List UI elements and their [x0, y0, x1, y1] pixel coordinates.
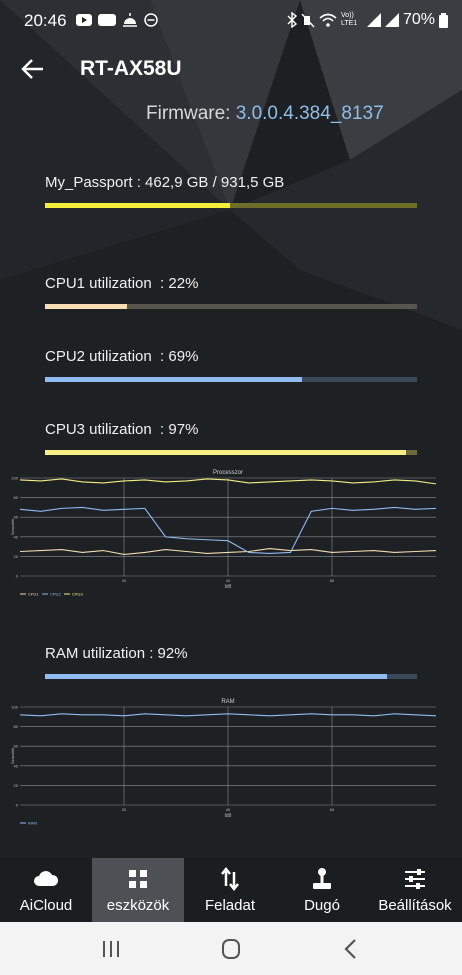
y-axis-label: Százalék: [10, 748, 15, 764]
processor-chart: Processzor 0 20 40 60 80 100 20 40 60 Idő Százalék C…: [10, 466, 452, 600]
y-tick-label: 0: [16, 574, 19, 579]
wifi-icon: [319, 13, 337, 27]
app-bar: RT-AX58U: [0, 50, 462, 90]
cpu2-bar-fill: [45, 377, 302, 382]
tab-dugo-label: Dugó: [304, 897, 340, 914]
legend-label: CPU3: [72, 592, 83, 597]
signal-icon: [366, 13, 381, 27]
chart-title: Processzor: [213, 470, 243, 476]
page-title: RT-AX58U: [80, 57, 182, 80]
y-tick-label: 100: [11, 705, 18, 710]
ram-metric: RAM utilization : 92%: [45, 645, 417, 679]
cpu1-bar-fill: [45, 304, 127, 309]
grid-icon: [129, 870, 147, 888]
legend-label: CPU1: [28, 592, 39, 597]
tab-eszkozok[interactable]: eszközök: [92, 858, 184, 922]
status-time: 20:46: [24, 11, 67, 30]
tab-feladat-label: Feladat: [204, 897, 256, 914]
y-tick-label: 20: [14, 783, 19, 788]
transfer-arrows-icon: [221, 866, 239, 892]
x-tick-label: 60: [330, 807, 335, 812]
series-line-ram: [19, 713, 437, 717]
y-axis-label: Százalék: [10, 519, 15, 535]
processor-chart-svg: Processzor 0 20 40 60 80 100 20 40 60 Idő Százalék C…: [10, 470, 437, 597]
tab-beallitasok[interactable]: Beállítások: [368, 858, 462, 922]
cloud-icon: [34, 871, 59, 886]
back-arrow-icon[interactable]: [20, 56, 46, 82]
y-tick-label: 40: [14, 763, 19, 768]
x-axis-label: Idő: [225, 813, 232, 819]
legend-label: RAM: [28, 821, 37, 826]
cpu1-label: CPU1 utilization : 22%: [45, 275, 199, 292]
tab-dugo[interactable]: Dugó: [276, 858, 368, 922]
signal-icon: [384, 13, 399, 27]
bottom-tab-bar: AiCloud eszközök Feladat Dugó Beállításo…: [0, 858, 462, 922]
legend-label: CPU2: [50, 592, 61, 597]
cpu3-metric: CPU3 utilization : 97%: [45, 421, 417, 455]
ram-bar: [45, 674, 417, 679]
firmware-version: 3.0.0.4.384_8137: [235, 103, 384, 124]
firmware-label: Firmware:: [146, 103, 236, 124]
joystick-icon: [313, 868, 331, 889]
x-tick-label: 40: [226, 578, 231, 583]
status-bar: 20:46 Vo)) LTE1 70%: [0, 0, 462, 42]
y-tick-label: 60: [14, 744, 19, 749]
cpu1-metric: CPU1 utilization : 22%: [45, 275, 417, 309]
y-tick-label: 80: [14, 724, 19, 729]
x-tick-label: 20: [122, 578, 127, 583]
ram-chart-svg: RAM 0 20 40 60 80 100 20 40 60 Idő Százalék RAM: [10, 699, 437, 826]
ram-label: RAM utilization : 92%: [45, 645, 188, 662]
chart-title: RAM: [221, 699, 234, 705]
series-line-cpu2: [19, 506, 437, 555]
storage-bar-fill: [45, 203, 230, 208]
tab-eszkozok-label: eszközök: [106, 897, 170, 914]
firmware-info: Firmware: 3.0.0.4.384_8137: [146, 103, 384, 125]
back-icon[interactable]: [336, 936, 366, 962]
cpu3-bar: [45, 450, 417, 455]
cpu2-label: CPU2 utilization : 69%: [45, 348, 199, 365]
sunrise-icon: [123, 13, 137, 27]
cpu2-bar: [45, 377, 417, 382]
mute-icon: [301, 13, 315, 28]
series-line-cpu1: [19, 548, 437, 555]
y-tick-label: 100: [11, 476, 18, 481]
cpu1-bar: [45, 304, 417, 309]
storage-metric: My_Passport : 462,9 GB / 931,5 GB: [45, 174, 417, 208]
x-tick-label: 20: [122, 807, 127, 812]
ram-bar-fill: [45, 674, 388, 679]
sliders-icon: [405, 869, 425, 889]
x-axis-label: Idő: [225, 584, 232, 590]
weather-icon: [98, 14, 116, 26]
youtube-icon: [76, 14, 92, 26]
battery-icon: [439, 12, 448, 28]
battery-percent: 70%: [402, 11, 435, 28]
home-icon[interactable]: [216, 936, 246, 962]
x-tick-label: 40: [226, 807, 231, 812]
cpu2-metric: CPU2 utilization : 69%: [45, 348, 417, 382]
recent-apps-icon[interactable]: [96, 936, 126, 962]
y-tick-label: 80: [14, 495, 19, 500]
y-tick-label: 0: [16, 803, 19, 808]
cpu3-label: CPU3 utilization : 97%: [45, 421, 199, 438]
y-tick-label: 60: [14, 515, 19, 520]
series-line-cpu3: [19, 478, 437, 485]
network-label: Vo)) LTE1: [340, 12, 358, 27]
cpu3-bar-fill: [45, 450, 406, 455]
storage-label: My_Passport : 462,9 GB / 931,5 GB: [45, 174, 285, 191]
storage-bar: [45, 203, 417, 208]
y-tick-label: 40: [14, 534, 19, 539]
x-tick-label: 60: [330, 578, 335, 583]
tab-aicloud-label: AiCloud: [19, 897, 73, 914]
ram-chart: RAM 0 20 40 60 80 100 20 40 60 Idő Százalék RAM: [10, 695, 452, 829]
bluetooth-icon: [287, 12, 297, 28]
tab-beallitasok-label: Beállítások: [378, 897, 452, 914]
system-nav-bar: [0, 922, 462, 975]
y-tick-label: 20: [14, 554, 19, 559]
tab-aicloud[interactable]: AiCloud: [0, 858, 92, 922]
tab-feladat[interactable]: Feladat: [184, 858, 276, 922]
do-not-disturb-icon: [144, 13, 158, 27]
